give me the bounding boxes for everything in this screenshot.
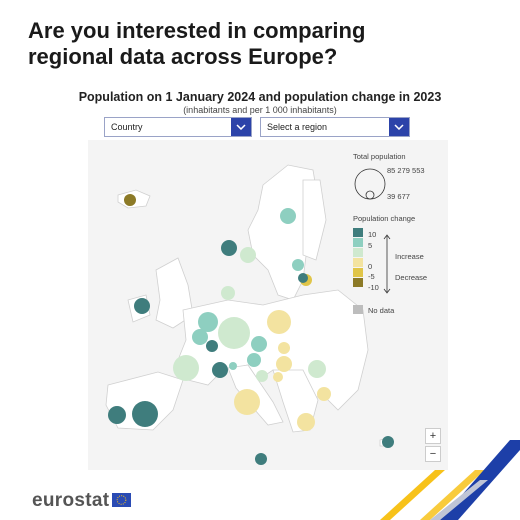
- legend-label-5: 5: [368, 241, 373, 250]
- finland-shape: [302, 179, 327, 261]
- legend-increase-label: Increase: [395, 252, 424, 261]
- region-bubble: [124, 194, 136, 206]
- region-bubble: [298, 273, 308, 283]
- region-bubble: [212, 362, 228, 378]
- legend-swatch: [353, 278, 363, 287]
- no-data-swatch: [353, 305, 363, 314]
- stripe-yellow: [420, 470, 485, 520]
- region-bubble: [382, 436, 394, 448]
- region-bubble: [317, 387, 331, 401]
- eurostat-logo: eurostat: [32, 490, 110, 511]
- page-headline: Are you interested in comparing regional…: [28, 18, 366, 69]
- region-bubble: [256, 370, 268, 382]
- region-bubble: [173, 355, 199, 381]
- region-bubble: [292, 259, 304, 271]
- map-panel[interactable]: Total population 85 279 553 39 677 Popul…: [88, 140, 448, 470]
- legend-label-10: 10: [368, 230, 377, 239]
- size-legend-min: 39 677: [387, 192, 410, 201]
- region-select-value: Select a region: [267, 122, 328, 132]
- region-bubble: [221, 240, 237, 256]
- decorative-stripes: [380, 440, 520, 520]
- region-bubble: [273, 372, 283, 382]
- legend-swatch: [353, 228, 363, 237]
- chevron-down-icon[interactable]: [389, 118, 409, 136]
- chevron-down-icon[interactable]: [231, 118, 251, 136]
- europe-map: [105, 164, 394, 465]
- region-bubbles: [108, 194, 394, 465]
- country-select-value: Country: [111, 122, 143, 132]
- region-bubble: [280, 208, 296, 224]
- region-bubble: [267, 310, 291, 334]
- size-legend-max: 85 279 553: [387, 166, 425, 175]
- region-bubble: [198, 312, 218, 332]
- region-select[interactable]: Select a region: [260, 117, 410, 137]
- increase-decrease-arrow-icon: [383, 234, 391, 294]
- stripe-yellow: [380, 470, 445, 520]
- eu-flag-icon: [112, 493, 131, 507]
- continent-shape: [177, 289, 369, 411]
- region-bubble: [247, 353, 261, 367]
- country-select[interactable]: Country: [104, 117, 252, 137]
- size-legend-title: Total population: [353, 152, 406, 161]
- region-bubble: [297, 413, 315, 431]
- region-bubble: [218, 317, 250, 349]
- legend-label-minus5: -5: [368, 272, 375, 281]
- region-bubble: [255, 453, 267, 465]
- size-legend-circles: [354, 168, 386, 200]
- legend-label-0: 0: [368, 262, 373, 271]
- region-bubble: [132, 401, 158, 427]
- region-bubble: [276, 356, 292, 372]
- region-bubble: [234, 389, 260, 415]
- chart-title-block: Population on 1 January 2024 and populat…: [0, 90, 520, 115]
- legend-swatch: [353, 268, 363, 277]
- stripe-grey: [430, 480, 488, 520]
- chart-subtitle: (inhabitants and per 1 000 inhabitants): [183, 105, 337, 115]
- region-bubble: [278, 342, 290, 354]
- legend-label-minus10: -10: [368, 283, 379, 292]
- color-legend-swatches: [353, 228, 363, 287]
- legend-no-data-label: No data: [368, 306, 395, 315]
- region-bubble: [206, 340, 218, 352]
- region-bubble: [229, 362, 237, 370]
- region-bubble: [240, 247, 256, 263]
- legend-decrease-label: Decrease: [395, 273, 428, 282]
- chart-title: Population on 1 January 2024 and populat…: [78, 90, 442, 104]
- legend-swatch: [353, 238, 363, 247]
- legend-swatch: [353, 258, 363, 267]
- zoom-in-button[interactable]: +: [425, 428, 441, 444]
- legend-swatch: [353, 248, 363, 257]
- zoom-out-button[interactable]: −: [425, 446, 441, 462]
- region-bubble: [251, 336, 267, 352]
- color-legend-title: Population change: [353, 214, 416, 223]
- region-bubble: [192, 329, 208, 345]
- region-bubble: [134, 298, 150, 314]
- region-bubble: [308, 360, 326, 378]
- region-bubble: [221, 286, 235, 300]
- map-legend: Total population 85 279 553 39 677 Popul…: [353, 152, 443, 315]
- region-bubble: [108, 406, 126, 424]
